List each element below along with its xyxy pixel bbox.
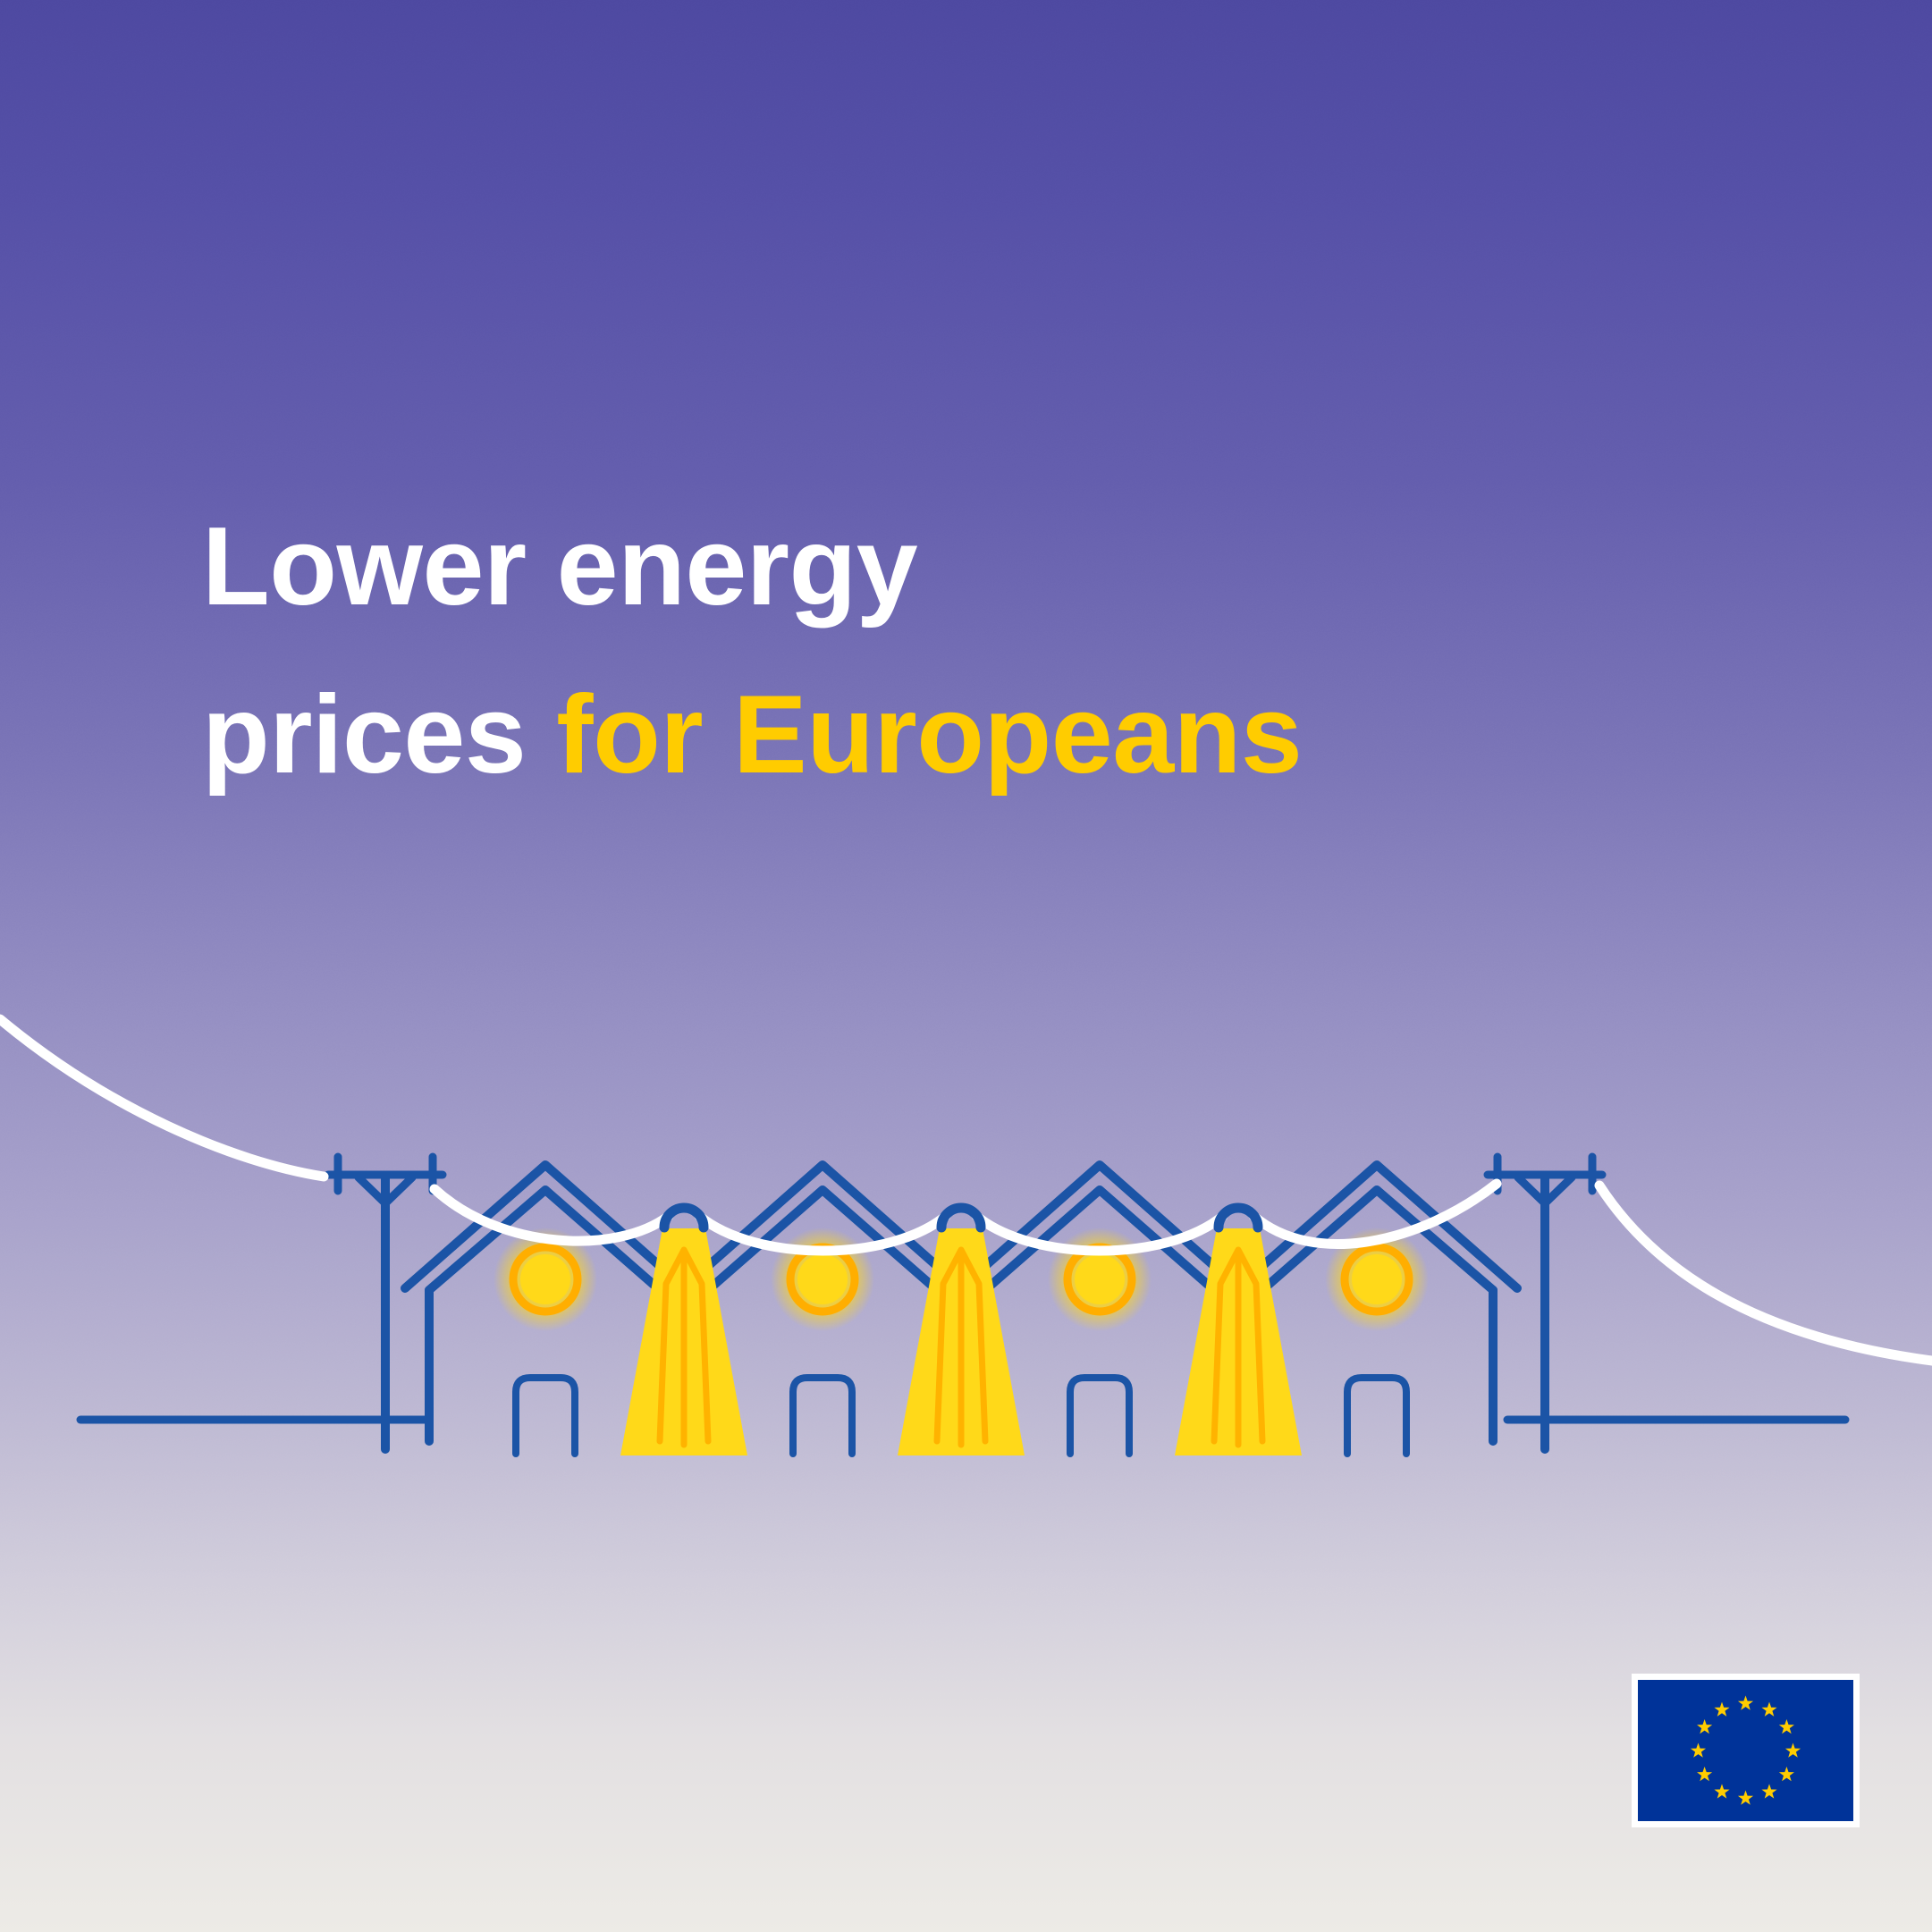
street-lamp-3-rays bbox=[1211, 1246, 1266, 1448]
house-4-roof-outer bbox=[1211, 1160, 1522, 1312]
street-lamp-1-head bbox=[659, 1202, 709, 1233]
street-lamp-2 bbox=[898, 1202, 1025, 1455]
glow-light-4 bbox=[1325, 1228, 1429, 1331]
street-lamp-1-rays bbox=[656, 1246, 712, 1448]
house-1-roof-outer bbox=[401, 1160, 711, 1312]
wire-left-entry bbox=[0, 1014, 329, 1182]
eu-flag bbox=[1632, 1674, 1860, 1827]
house-4-door bbox=[1344, 1374, 1410, 1457]
glow-light-3 bbox=[1048, 1228, 1152, 1331]
street-lamp-1 bbox=[620, 1202, 747, 1455]
power-wires bbox=[0, 1014, 1932, 1366]
house-1 bbox=[401, 1160, 711, 1457]
street-lamps bbox=[620, 1202, 1302, 1455]
street-lamp-2-head bbox=[936, 1202, 986, 1233]
house-4 bbox=[1211, 1160, 1522, 1457]
house-1-roof-inner bbox=[425, 1185, 686, 1313]
headline-line2: prices for Europeans bbox=[202, 651, 1303, 819]
wire-right-exit bbox=[1594, 1180, 1932, 1366]
headline-line1: Lower energy bbox=[202, 483, 1302, 651]
house-3-roof-inner bbox=[959, 1185, 1240, 1313]
street-lamp-3-head bbox=[1213, 1202, 1263, 1233]
house-3 bbox=[934, 1160, 1265, 1457]
wire-lamp1-to-lamp2 bbox=[694, 1211, 951, 1256]
house-3-door bbox=[1067, 1374, 1133, 1457]
street-lamp-2-rays bbox=[933, 1246, 989, 1448]
headline-word-prices: prices bbox=[202, 673, 557, 797]
house-2-roof-outer bbox=[657, 1160, 988, 1312]
power-pole-right bbox=[1483, 1152, 1607, 1454]
house-2 bbox=[657, 1160, 988, 1457]
headline: Lower energy prices for Europeans bbox=[202, 483, 1303, 819]
glow-light-2 bbox=[771, 1228, 874, 1331]
wire-pole-to-lamp1 bbox=[429, 1184, 674, 1246]
house-2-door bbox=[789, 1374, 856, 1457]
wire-lamp3-to-pole bbox=[1248, 1178, 1502, 1249]
house-1-door bbox=[512, 1374, 578, 1457]
house-3-roof-outer bbox=[934, 1160, 1265, 1312]
headline-for-europeans: for Europeans bbox=[556, 673, 1303, 797]
house-2-roof-inner bbox=[682, 1185, 963, 1313]
house-4-roof-inner bbox=[1236, 1185, 1498, 1313]
glow-light-1 bbox=[494, 1228, 597, 1331]
headline-line1-text: Lower energy bbox=[202, 505, 918, 629]
street-lamp-3 bbox=[1175, 1202, 1302, 1455]
wire-lamp2-to-lamp3 bbox=[971, 1211, 1228, 1256]
